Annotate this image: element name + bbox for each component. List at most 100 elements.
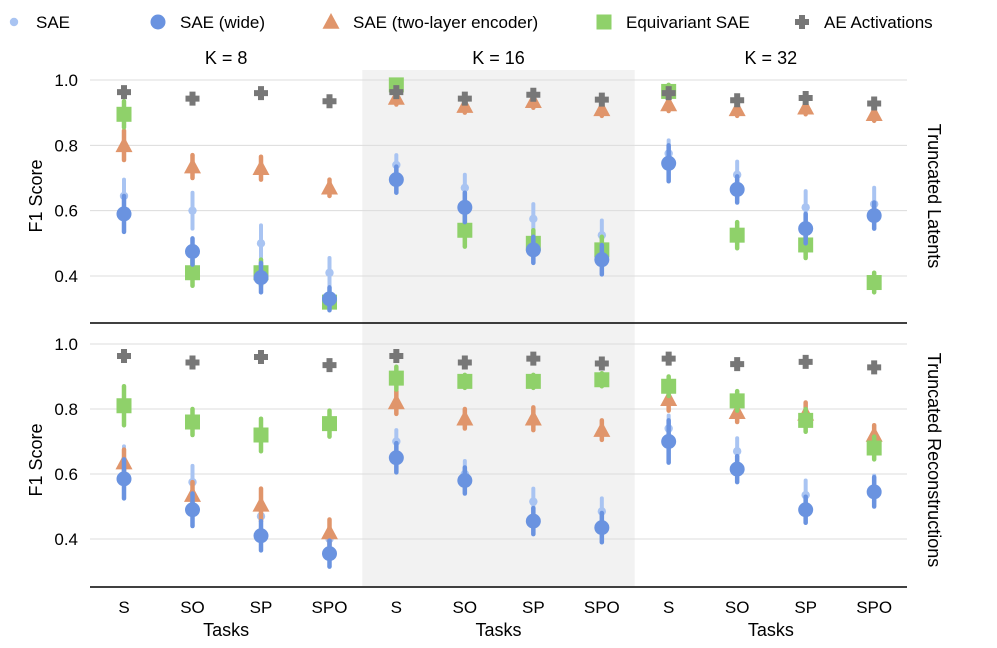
legend-marker-sae <box>9 17 19 27</box>
x-tick-label: SO <box>180 598 205 617</box>
point-ae <box>117 349 131 364</box>
y-tick-label: 0.6 <box>54 465 78 484</box>
point-ae <box>457 91 472 106</box>
point-sae_wide <box>322 291 337 307</box>
chart-marks <box>115 77 883 569</box>
point-ae <box>526 87 541 102</box>
x-tick-label: S <box>118 598 129 617</box>
point-equi <box>729 393 745 409</box>
point-ae <box>594 356 609 371</box>
point-sae_wide <box>798 221 814 237</box>
legend: SAE SAE (wide) SAE (two-layer encoder) Equi… <box>9 13 933 32</box>
point-ae <box>254 86 268 101</box>
legend-marker-equi <box>596 14 612 30</box>
k16-column-shading <box>362 70 635 586</box>
y-tick-label: 1.0 <box>54 335 78 354</box>
x-tick-label: SPO <box>312 598 348 617</box>
point-ae <box>185 355 200 370</box>
point-sae_wide <box>116 206 132 222</box>
y-tick-label: 0.4 <box>54 267 78 286</box>
point-ae <box>730 357 745 372</box>
legend-label-sae: SAE <box>36 13 70 32</box>
x-tick-label: SO <box>453 598 478 617</box>
point-equi <box>253 427 269 443</box>
point-sae_two <box>321 523 338 540</box>
point-ae <box>389 85 404 100</box>
point-equi <box>185 265 200 281</box>
x-tick-label: SP <box>522 598 545 617</box>
point-sae_two <box>456 409 474 426</box>
point-sae_wide <box>661 434 677 449</box>
point-ae <box>594 92 609 107</box>
point-sae_wide <box>525 242 541 258</box>
point-sae_wide <box>322 546 337 562</box>
point-ae <box>661 86 676 101</box>
point-equi <box>388 370 404 386</box>
x-tick-label: SP <box>250 598 273 617</box>
point-sae_two <box>660 95 678 112</box>
point-equi <box>388 77 404 93</box>
point-sae_two <box>387 393 405 410</box>
y-tick-label: 0.6 <box>54 202 78 221</box>
gridlines <box>90 79 907 540</box>
y-tick-label: 1.0 <box>54 71 78 90</box>
point-sae_wide <box>457 199 473 215</box>
point-sae_wide <box>866 208 882 224</box>
point-sae <box>732 447 742 456</box>
point-sae_wide <box>185 244 200 259</box>
row-title: Truncated Latents <box>924 124 944 268</box>
point-sae_wide <box>388 450 404 466</box>
point-ae <box>322 94 337 109</box>
column-title: K = 32 <box>745 48 798 68</box>
point-sae_wide <box>594 520 610 536</box>
point-sae <box>460 183 470 192</box>
point-sae_wide <box>729 181 745 197</box>
point-equi <box>729 227 745 243</box>
row-separators <box>90 322 907 588</box>
point-sae <box>188 206 197 215</box>
point-sae_wide <box>388 172 404 188</box>
point-sae_wide <box>116 471 132 487</box>
point-equi <box>866 275 882 291</box>
x-tick-label: SPO <box>856 598 892 617</box>
point-equi <box>866 440 882 456</box>
point-sae_two <box>593 100 611 117</box>
point-sae_wide <box>525 513 541 529</box>
point-sae_wide <box>661 155 677 171</box>
point-sae_two <box>252 159 270 175</box>
legend-label-ae: AE Activations <box>824 13 933 32</box>
x-axis: S SO SP SPO Tasks S SO SP SPO Tasks S SO SP SPO Tasks <box>118 598 892 640</box>
point-sae_two <box>865 426 883 442</box>
point-sae_two <box>728 100 746 117</box>
point-sae_two <box>593 421 611 437</box>
point-sae <box>529 214 538 224</box>
point-equi <box>185 414 200 430</box>
point-sae_two <box>524 409 542 426</box>
x-axis-label: Tasks <box>475 620 521 640</box>
y-axis-label: F1 Score <box>26 423 46 496</box>
point-ae <box>798 354 813 369</box>
legend-marker-sae_two <box>322 13 340 29</box>
point-equi <box>594 372 610 388</box>
point-sae <box>256 239 266 248</box>
x-tick-label: SP <box>794 598 817 617</box>
point-equi <box>116 106 132 122</box>
legend-label-equi: Equivariant SAE <box>626 13 750 32</box>
point-equi <box>457 373 473 389</box>
column-title: K = 16 <box>472 48 525 68</box>
point-ae <box>798 90 813 105</box>
point-sae_wide <box>866 484 882 500</box>
legend-label-sae_two: SAE (two-layer encoder) <box>353 13 538 32</box>
point-equi <box>798 412 814 428</box>
row-title: Truncated Reconstructions <box>924 353 944 567</box>
point-ae <box>867 360 882 375</box>
point-ae <box>254 350 268 364</box>
point-sae_wide <box>798 502 814 518</box>
y-tick-label: 0.4 <box>54 530 78 549</box>
point-sae_wide <box>729 461 745 477</box>
y-axes: 0.4 0.6 0.8 1.0 F1 Score 0.4 0.6 0.8 1.0 F1 Score <box>26 71 78 549</box>
x-tick-label: S <box>663 598 674 617</box>
y-axis-label: F1 Score <box>26 159 46 232</box>
point-sae <box>801 203 810 212</box>
point-equi <box>116 398 132 414</box>
